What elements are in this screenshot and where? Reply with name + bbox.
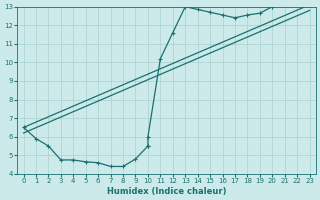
X-axis label: Humidex (Indice chaleur): Humidex (Indice chaleur): [107, 187, 226, 196]
